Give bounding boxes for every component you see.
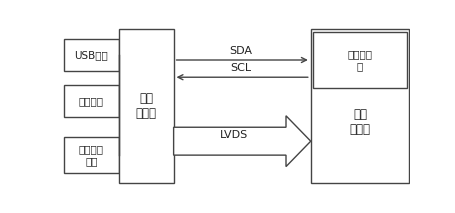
Text: 逻辑
控制板: 逻辑 控制板 [349, 108, 370, 136]
Text: SCL: SCL [230, 63, 251, 73]
Text: 其他信号
通道: 其他信号 通道 [79, 144, 104, 166]
Text: USB端口: USB端口 [75, 50, 108, 60]
Bar [119, 29, 173, 183]
Bar [311, 29, 408, 183]
Text: LVDS: LVDS [219, 130, 247, 140]
Polygon shape [173, 116, 310, 167]
Bar [64, 85, 119, 117]
Bar [64, 39, 119, 72]
Bar [313, 32, 406, 88]
Text: 网络端口: 网络端口 [79, 96, 104, 106]
Text: 寄存器接
口: 寄存器接 口 [347, 49, 372, 71]
Text: 信号
处理板: 信号 处理板 [136, 92, 157, 120]
Bar [64, 137, 119, 173]
Text: SDA: SDA [229, 46, 252, 56]
